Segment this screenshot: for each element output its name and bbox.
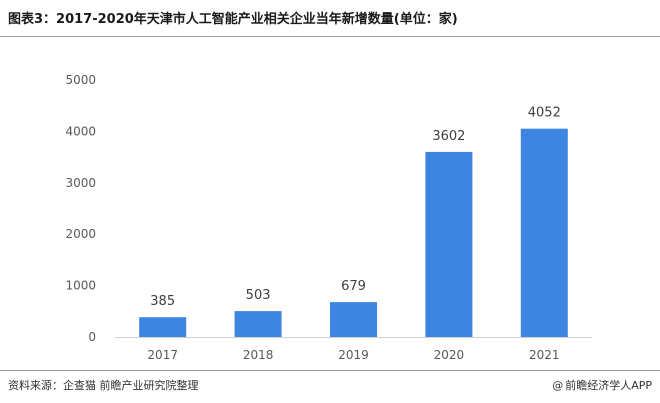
y-tick-label: 2000 [65, 227, 96, 241]
bar-2019 [330, 302, 377, 337]
data-labels: 385 503 679 3602 4052 [150, 106, 561, 310]
title-divider [0, 36, 660, 37]
data-label-2021: 4052 [528, 106, 561, 121]
brand-credit: @ 前瞻经济学人APP [552, 377, 652, 393]
source-note: 资料来源：企查猫 前瞻产业研究院整理 [8, 379, 199, 392]
y-tick-label: 1000 [65, 279, 96, 293]
y-tick-label: 5000 [65, 73, 96, 87]
y-tick-label: 3000 [65, 176, 96, 190]
x-tick-label-2019: 2019 [338, 348, 369, 362]
bar-2020 [425, 151, 473, 337]
bar-2017 [139, 317, 187, 337]
x-tick-label-2020: 2020 [434, 348, 465, 362]
bar-2018 [234, 311, 282, 337]
data-label-2020: 3602 [432, 129, 465, 144]
y-axis: 0 1000 2000 3000 4000 5000 [65, 73, 96, 344]
chart-title: 图表3：2017-2020年天津市人工智能产业相关企业当年新增数量(单位：家) [8, 12, 458, 27]
x-tick-label-2017: 2017 [147, 348, 178, 362]
footer-divider [0, 370, 660, 371]
y-tick-label: 4000 [65, 124, 96, 138]
bar-series [139, 128, 568, 337]
at-icon: @ [552, 379, 564, 392]
data-label-2017: 385 [150, 294, 175, 309]
brand-label: 前瞻经济学人APP [565, 379, 652, 392]
data-label-2019: 679 [341, 279, 366, 294]
x-tick-label-2018: 2018 [243, 348, 274, 362]
x-tick-label-2021: 2021 [529, 348, 560, 362]
data-label-2018: 503 [246, 288, 271, 303]
y-tick-label: 0 [88, 330, 96, 344]
x-axis: 2017 2018 2019 2020 2021 [147, 348, 559, 362]
bar-2021 [520, 128, 568, 337]
